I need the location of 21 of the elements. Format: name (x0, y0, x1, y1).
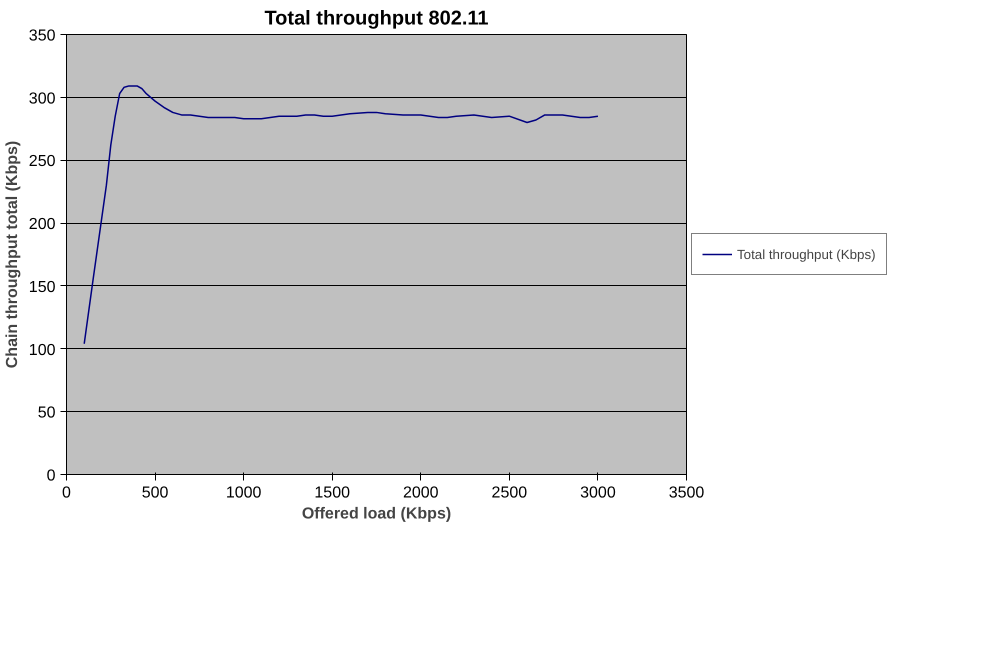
y-tick-label: 200 (28, 216, 56, 234)
y-tick-label: 0 (46, 468, 56, 484)
x-tick-label: 500 (142, 484, 169, 502)
x-axis-title: Offered load (Kbps) (302, 506, 452, 522)
x-tick-label: 3000 (580, 484, 616, 502)
x-tick-label: 3500 (668, 484, 704, 502)
y-tick-label: 150 (28, 278, 56, 296)
line-series (83, 85, 599, 345)
legend-label: Total throughput (Kbps) (737, 246, 876, 262)
y-tick-label: 50 (38, 404, 56, 422)
x-tick-label: 1500 (314, 484, 350, 502)
y-tick-label: 100 (28, 342, 56, 359)
y-axis-title: Chain throughput total (Kbps) (4, 140, 21, 368)
x-tick-label: 0 (62, 484, 72, 502)
y-tick-label: 250 (28, 153, 56, 170)
x-tick-label: 2500 (492, 484, 528, 502)
chart-title: Total throughput 802.11 (264, 8, 489, 30)
y-tick-label: 300 (28, 90, 56, 108)
x-tick-label: 1000 (226, 484, 262, 502)
y-tick-label: 350 (28, 28, 56, 44)
x-tick-label: 2000 (402, 484, 439, 502)
